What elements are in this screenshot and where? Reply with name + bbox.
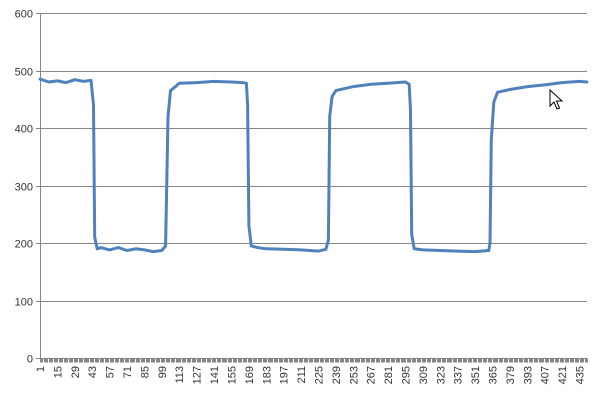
x-tick-label: 239 [331, 366, 343, 384]
x-tick-label: 253 [348, 366, 360, 384]
x-tick-label: 281 [383, 366, 395, 384]
y-axis-ticks: 0 100 200 300 400 500 600 [15, 9, 40, 366]
x-tick-label: 323 [435, 366, 447, 384]
x-tick-label: 71 [122, 366, 134, 378]
y-tick-label: 100 [15, 297, 33, 309]
x-tick-label: 113 [174, 366, 186, 384]
x-axis-ticks: 1 15 29 43 57 71 85 99 113 127 141 155 169 183 197 211 2… [35, 358, 588, 384]
y-tick-label: 200 [15, 239, 33, 251]
x-tick-label: 337 [453, 366, 465, 384]
x-tick-label: 211 [296, 366, 308, 384]
x-tick-label: 141 [209, 366, 221, 384]
x-tick-label: 379 [505, 366, 517, 384]
x-tick-label: 29 [70, 366, 82, 378]
x-tick-label: 1 [35, 366, 47, 372]
y-tick-label: 400 [15, 124, 33, 136]
y-tick-label: 0 [27, 354, 33, 366]
x-tick-label: 407 [540, 366, 552, 384]
x-tick-label: 267 [366, 366, 378, 384]
x-tick-label: 99 [157, 366, 169, 378]
x-tick-label: 155 [226, 366, 238, 384]
y-tick-label: 500 [15, 67, 33, 79]
x-tick-label: 85 [139, 366, 151, 378]
x-tick-label: 225 [313, 366, 325, 384]
x-tick-label: 295 [400, 366, 412, 384]
gridlines [40, 13, 587, 302]
x-tick-label: 15 [52, 366, 64, 378]
series-line-1 [38, 77, 589, 254]
mouse-cursor-icon [549, 89, 563, 110]
x-tick-marks [40, 358, 588, 363]
x-tick-label: 197 [279, 366, 291, 384]
x-tick-label: 365 [488, 366, 500, 384]
x-tick-label: 421 [557, 366, 569, 384]
x-tick-label: 169 [244, 366, 256, 384]
series-layer [38, 77, 589, 254]
axes [40, 13, 587, 359]
x-tick-label: 43 [87, 366, 99, 378]
x-tick-label: 351 [470, 366, 482, 384]
y-tick-label: 300 [15, 182, 33, 194]
x-tick-label: 57 [105, 366, 117, 378]
x-tick-label: 183 [261, 366, 273, 384]
y-tick-label: 600 [15, 9, 33, 21]
x-tick-label: 309 [418, 366, 430, 384]
x-tick-label: 435 [575, 366, 587, 384]
x-tick-label: 393 [522, 366, 534, 384]
x-tick-label: 127 [192, 366, 204, 384]
